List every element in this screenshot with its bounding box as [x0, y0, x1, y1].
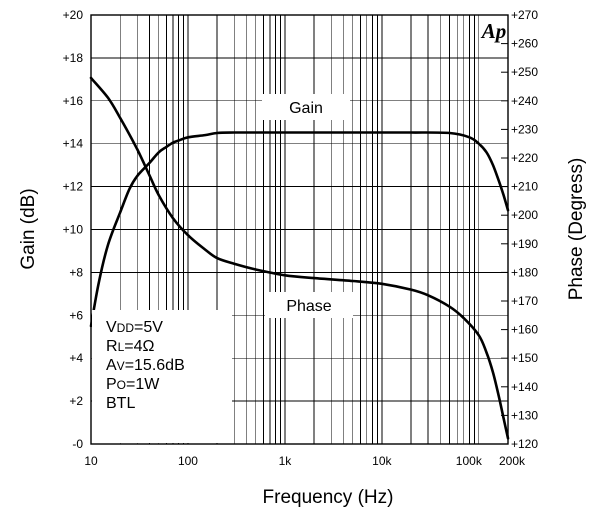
y-left-tick-label: +14	[63, 137, 84, 151]
logo-background	[483, 16, 507, 42]
condition-line: VDD=5V	[106, 319, 163, 336]
y-axis-right-title: Phase (Degress)	[566, 158, 587, 301]
y-right-tick-label: +210	[511, 180, 538, 194]
y-right-tick-label: +220	[511, 151, 538, 165]
y-left-tick-label: +2	[69, 394, 83, 408]
test-conditions: VDD=5V RL=4Ω AV=15.6dB PO=1W BTL	[106, 319, 185, 412]
x-tick-label: 200k	[499, 454, 526, 468]
x-tick-label: 10	[84, 454, 98, 468]
x-tick-label: 1k	[279, 454, 293, 468]
x-tick-label: 10k	[372, 454, 392, 468]
conditions-box	[92, 310, 232, 443]
gain-label-box	[262, 94, 350, 120]
y-right-tick-label: +260	[511, 37, 538, 51]
y-right-tick-label: +170	[511, 294, 538, 308]
grid	[91, 14, 508, 445]
y-axis-left-title: Gain (dB)	[18, 188, 39, 269]
phase-curve-label: Phase	[286, 298, 331, 315]
y-left-tick-label: +12	[63, 180, 84, 194]
gain-curve-label: Gain	[289, 100, 323, 117]
y-right-tick-label: +140	[511, 380, 538, 394]
y-right-tick-label: +130	[511, 408, 538, 422]
y-left-tick-label: +18	[63, 51, 84, 65]
curves	[89, 76, 510, 440]
condition-line: BTL	[106, 395, 135, 412]
condition-line: RL=4Ω	[106, 338, 154, 355]
y-right-tick-label: +190	[511, 237, 538, 251]
x-tick-label: 100	[178, 454, 198, 468]
y-right-tick-label: +150	[511, 351, 538, 365]
condition-line: PO=1W	[106, 376, 160, 393]
y-right-tick-label: +250	[511, 65, 538, 79]
y-right-tick-label: +270	[511, 8, 538, 22]
ap-logo: Ap	[480, 19, 507, 43]
y-right-tick-label: +200	[511, 208, 538, 222]
y-right-tick-label: +230	[511, 122, 538, 136]
y-left-tick-label: +10	[63, 223, 84, 237]
y-left-tick-label: +6	[69, 308, 83, 322]
plot-frame	[90, 14, 509, 445]
y-left-tick-label: +4	[69, 351, 83, 365]
x-axis-title: Frequency (Hz)	[263, 487, 394, 508]
condition-line: AV=15.6dB	[106, 357, 185, 374]
phase-label-box	[265, 292, 353, 318]
y-right-tick-label: +240	[511, 94, 538, 108]
y-right-tick-label: +160	[511, 323, 538, 337]
y-left-tick-label: +16	[63, 94, 84, 108]
y-left-tick-label: -0	[72, 437, 83, 451]
y-left-tick-label: +8	[69, 265, 83, 279]
gain-curve	[89, 131, 510, 328]
y-right-tick-label: +180	[511, 265, 538, 279]
phase-curve	[89, 76, 510, 440]
x-tick-label: 100k	[456, 454, 483, 468]
y-left-tick-label: +20	[63, 8, 84, 22]
tick-labels: 10 100 1k 10k 100k 200k -0 +2 +4 +6 +8 +10 +12 +14 +16…	[63, 8, 539, 468]
y-right-tick-label: +120	[511, 437, 538, 451]
